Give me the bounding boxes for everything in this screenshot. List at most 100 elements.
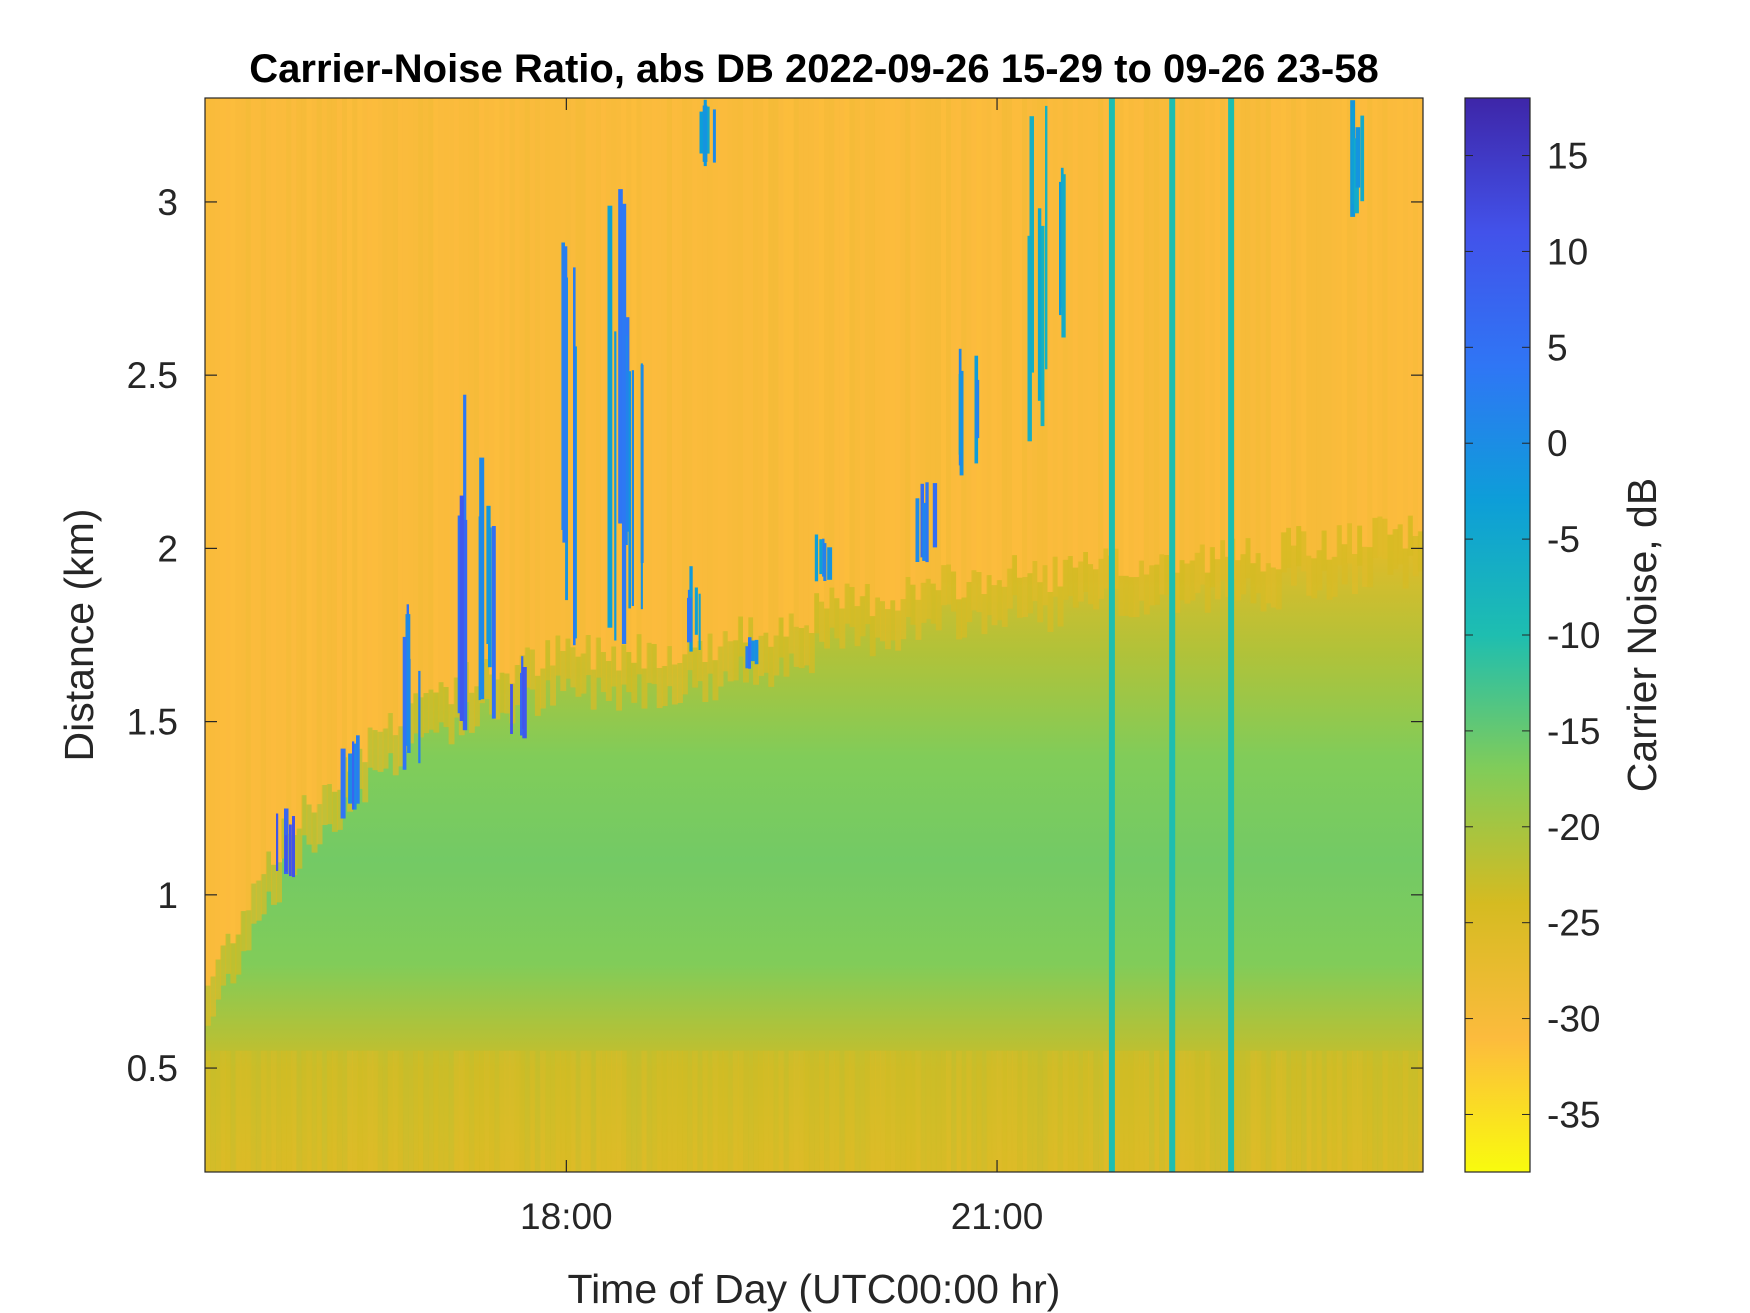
heatmap-column-transition: [707, 633, 714, 674]
heatmap-column-lower: [540, 1050, 546, 1172]
heatmap-column-upper: [661, 98, 668, 666]
heatmap-column-transition: [1113, 548, 1120, 589]
heatmap-column-upper: [1011, 98, 1018, 556]
heatmap-column-lower: [687, 1050, 693, 1172]
colorbar-tick-label: -35: [1547, 1094, 1600, 1135]
heatmap-column-lower: [250, 1050, 257, 1172]
heatmap-column-lower: [382, 1050, 389, 1172]
cloud-plume-mark: [354, 743, 357, 810]
heatmap-column-lower: [1321, 1050, 1328, 1172]
heatmap-column-lower: [1341, 1050, 1348, 1172]
heatmap-column-lower: [905, 1050, 912, 1172]
heatmap-column-upper: [712, 98, 719, 661]
heatmap-column-lower: [1103, 1050, 1110, 1172]
heatmap-column-transition: [773, 635, 780, 676]
cloud-plume-mark: [418, 670, 421, 764]
heatmap-column-transition: [1001, 586, 1008, 627]
heatmap-column-transition: [1321, 530, 1328, 571]
heatmap-column-lower: [1184, 1050, 1191, 1172]
heatmap-column-upper: [474, 98, 480, 687]
heatmap-column-transition: [321, 785, 328, 825]
heatmap-column-transition: [1220, 540, 1226, 581]
heatmap-column-upper: [509, 98, 516, 684]
heatmap-column-transition: [1149, 565, 1155, 606]
cloud-plume-mark: [522, 667, 525, 729]
heatmap-column-transition: [1164, 555, 1171, 596]
heatmap-column-upper: [408, 98, 414, 704]
heatmap-column-lower: [900, 1050, 907, 1172]
heatmap-column-lower: [910, 1050, 917, 1172]
heatmap-column-transition: [920, 582, 927, 623]
heatmap-column-transition: [722, 631, 729, 672]
heatmap-column-transition: [1280, 532, 1287, 573]
heatmap-column-lower: [874, 1050, 881, 1172]
cloud-plume-mark: [628, 371, 631, 609]
heatmap-column-upper: [326, 98, 333, 785]
heatmap-column-transition: [1417, 531, 1423, 572]
heatmap-column-upper: [1311, 98, 1318, 559]
heatmap-column-transition: [392, 735, 399, 776]
heatmap-column-upper: [763, 98, 770, 633]
heatmap-column-transition: [839, 608, 846, 649]
heatmap-column-transition: [362, 762, 369, 803]
heatmap-column-upper: [743, 98, 749, 643]
heatmap-column-upper: [834, 98, 841, 599]
heatmap-column-upper: [418, 98, 424, 698]
heatmap-column-upper: [900, 98, 907, 600]
heatmap-column-upper: [1143, 98, 1150, 575]
heatmap-column-transition: [570, 647, 577, 688]
heatmap-column-transition: [1154, 564, 1160, 605]
heatmap-column-lower: [1326, 1050, 1333, 1172]
heatmap-column-lower: [671, 1050, 678, 1172]
heatmap-column-upper: [1260, 98, 1267, 572]
heatmap-column-lower: [1280, 1050, 1287, 1172]
heatmap-column-lower: [1022, 1050, 1028, 1172]
heatmap-column-transition: [986, 575, 993, 616]
heatmap-column-transition: [1397, 524, 1404, 565]
heatmap-column-upper: [915, 98, 922, 600]
heatmap-column-transition: [250, 883, 257, 924]
heatmap-column-upper: [555, 98, 562, 636]
heatmap-column-lower: [265, 1050, 272, 1172]
heatmap-column-transition: [880, 601, 886, 642]
heatmap-column-upper: [205, 98, 211, 986]
heatmap-column-upper: [357, 98, 364, 749]
x-tick-label: 21:00: [951, 1196, 1044, 1237]
heatmap-column-upper: [392, 98, 399, 736]
heatmap-column-upper: [519, 98, 526, 656]
heatmap-column-lower: [1301, 1050, 1308, 1172]
heatmap-column-upper: [1047, 98, 1054, 592]
heatmap-column-upper: [1301, 98, 1308, 532]
heatmap-column-upper: [717, 98, 724, 647]
heatmap-column-transition: [682, 654, 688, 695]
heatmap-column-transition: [1062, 559, 1069, 600]
heatmap-column-lower: [362, 1050, 369, 1172]
heatmap-column-lower: [885, 1050, 891, 1172]
heatmap-column-upper: [301, 98, 308, 796]
heatmap-column-transition: [976, 572, 983, 613]
heatmap-column-transition: [1260, 571, 1267, 612]
heatmap-column-upper: [966, 98, 973, 583]
cloud-plume-mark: [1360, 115, 1365, 202]
heatmap-column-upper: [540, 98, 546, 669]
heatmap-column-upper: [1083, 98, 1089, 552]
heatmap-column-transition: [1199, 544, 1206, 585]
heatmap-column-lower: [1093, 1050, 1099, 1172]
heatmap-column-transition: [534, 675, 541, 716]
heatmap-column-transition: [1336, 525, 1343, 566]
heatmap-column-upper: [336, 98, 343, 790]
heatmap-column-lower: [1250, 1050, 1257, 1172]
heatmap-column-upper: [433, 98, 440, 693]
heatmap-column-transition: [991, 585, 998, 626]
heatmap-column-transition: [1143, 574, 1150, 615]
heatmap-column-lower: [255, 1050, 262, 1172]
heatmap-column-transition: [1250, 563, 1257, 604]
cloud-plume-mark: [522, 667, 527, 739]
heatmap-column-transition: [265, 851, 272, 892]
heatmap-column-lower: [1179, 1050, 1186, 1172]
heatmap-column-upper: [367, 98, 374, 728]
cloud-plume-mark: [749, 640, 755, 662]
heatmap-column-upper: [1286, 98, 1292, 528]
heatmap-column-transition: [1209, 547, 1216, 588]
cloud-plume-mark: [607, 205, 613, 628]
